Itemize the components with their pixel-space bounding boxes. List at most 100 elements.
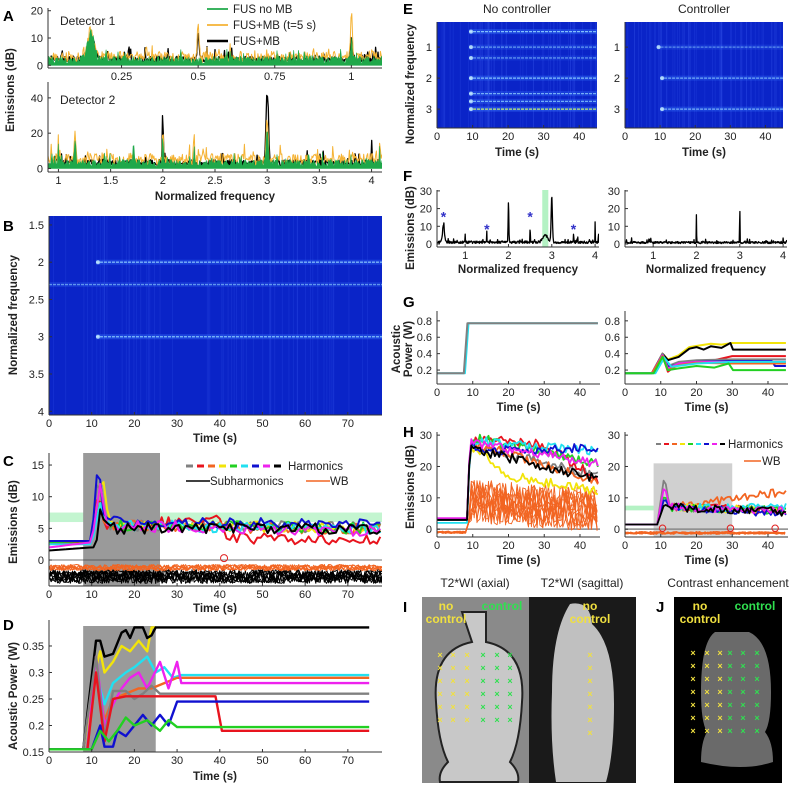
sonication-marker: × [704, 726, 709, 736]
sonication-marker: × [450, 715, 455, 725]
x-tick-label: 20 [502, 387, 514, 399]
band-onset [469, 76, 473, 81]
sonication-marker: × [494, 650, 499, 660]
sonication-marker: × [464, 650, 469, 660]
x-tick-label: 20 [128, 755, 140, 767]
x-axis-label: Time (s) [497, 555, 541, 567]
wb-line [49, 564, 382, 572]
x-tick-label: 60 [299, 418, 311, 430]
y-tick-label: 10 [420, 221, 432, 233]
x-tick-label: 3 [737, 250, 743, 262]
region-label: no [439, 599, 454, 613]
x-tick-label: 30 [171, 755, 183, 767]
axes-G2 [624, 311, 788, 385]
sonication-marker: × [740, 687, 745, 697]
sonication-marker: × [727, 648, 732, 658]
x-tick-label: 10 [655, 387, 667, 399]
sonication-marker: × [754, 687, 759, 697]
sonication-marker: × [437, 702, 442, 712]
sonication-marker: × [587, 689, 592, 699]
detector-title: Detector 2 [60, 93, 116, 107]
harmonic-star: * [484, 221, 490, 237]
x-tick-label: 40 [214, 755, 226, 767]
x-axis-label: Normalized frequency [458, 264, 579, 276]
y-axis-label: Emissions (dB) [8, 480, 20, 564]
power-line [49, 671, 370, 751]
sonication-marker: × [740, 648, 745, 658]
event-marker [771, 524, 779, 532]
legend-label-subharmonics: Subharmonics [210, 476, 284, 488]
sonication-marker: × [704, 674, 709, 684]
harmonic-line [437, 438, 599, 520]
x-tick-label: 0.75 [264, 71, 285, 83]
x-tick-label: 0 [434, 131, 440, 143]
sonication-marker: × [587, 702, 592, 712]
panel-label-b: B [3, 218, 14, 235]
sonication-marker: × [717, 687, 722, 697]
panel-label-g: G [403, 294, 415, 311]
y-tick-label: 10 [608, 493, 620, 505]
band-onset [469, 29, 473, 34]
y-tick-label: 0.3 [29, 667, 44, 679]
sonication-marker: × [727, 713, 732, 723]
x-axis-label: Time (s) [495, 147, 539, 159]
x-tick-label: 40 [574, 540, 586, 552]
panel-label-d: D [3, 617, 14, 634]
x-tick-label: 30 [726, 387, 738, 399]
power-line [625, 342, 786, 375]
band-onset [95, 334, 100, 339]
x-tick-label: 20 [128, 589, 140, 601]
sonication-marker: × [507, 715, 512, 725]
sonication-marker: × [704, 687, 709, 697]
sonication-marker: × [690, 661, 695, 671]
panel-label-e: E [403, 1, 413, 18]
x-axis-label: Normalized frequency [155, 191, 276, 203]
y-tick-label: 30 [608, 430, 620, 442]
y-tick-label: 1 [614, 42, 620, 54]
x-tick-label: 2 [505, 250, 511, 262]
panel-label-c: C [3, 453, 14, 470]
sonication-marker: × [690, 713, 695, 723]
y-tick-label: 10 [31, 33, 43, 45]
band-onset [660, 76, 665, 81]
band-onset [656, 45, 661, 50]
y-tick-label: 10 [32, 492, 44, 504]
sonication-marker: × [690, 700, 695, 710]
y-axis-label: Acoustic Power (W) [8, 642, 20, 750]
x-tick-label: 1 [348, 71, 354, 83]
sonication-marker: × [587, 650, 592, 660]
x-tick-label: 40 [574, 387, 586, 399]
sonication-marker: × [717, 700, 722, 710]
axes-E2 [624, 22, 783, 129]
image-title: T2*WI (axial) [440, 576, 509, 590]
y-tick-label: 3 [38, 332, 44, 344]
y-tick-label: 0 [614, 524, 620, 536]
y-tick-label: 3 [614, 104, 620, 116]
x-tick-label: 10 [466, 131, 478, 143]
sonication-marker: × [717, 726, 722, 736]
x-tick-label: 0 [46, 418, 52, 430]
x-tick-label: 60 [299, 755, 311, 767]
brain-outline [551, 603, 614, 782]
sonication-marker: × [754, 726, 759, 736]
y-tick-label: 30 [420, 186, 432, 198]
y-tick-label: 0.2 [605, 365, 620, 377]
sonication-marker: × [690, 726, 695, 736]
axes-F1 [436, 190, 599, 248]
sonication-marker: × [437, 663, 442, 673]
sonication-marker: × [450, 663, 455, 673]
power-line [625, 355, 786, 375]
y-axis-label: AcousticPower (W) [391, 321, 415, 377]
y-axis-label: Normalized frequency [8, 254, 20, 375]
sonication-marker: × [480, 689, 485, 699]
target-band [49, 512, 382, 523]
x-tick-label: 20 [690, 387, 702, 399]
sonication-marker: × [450, 676, 455, 686]
harmonic-line [437, 444, 599, 521]
y-tick-label: 5 [38, 523, 44, 535]
sonication-marker: × [480, 676, 485, 686]
axes-G1 [436, 311, 600, 385]
legend-label: FUS+MB [233, 36, 280, 48]
sonication-marker: × [754, 661, 759, 671]
sonication-marker: × [740, 726, 745, 736]
